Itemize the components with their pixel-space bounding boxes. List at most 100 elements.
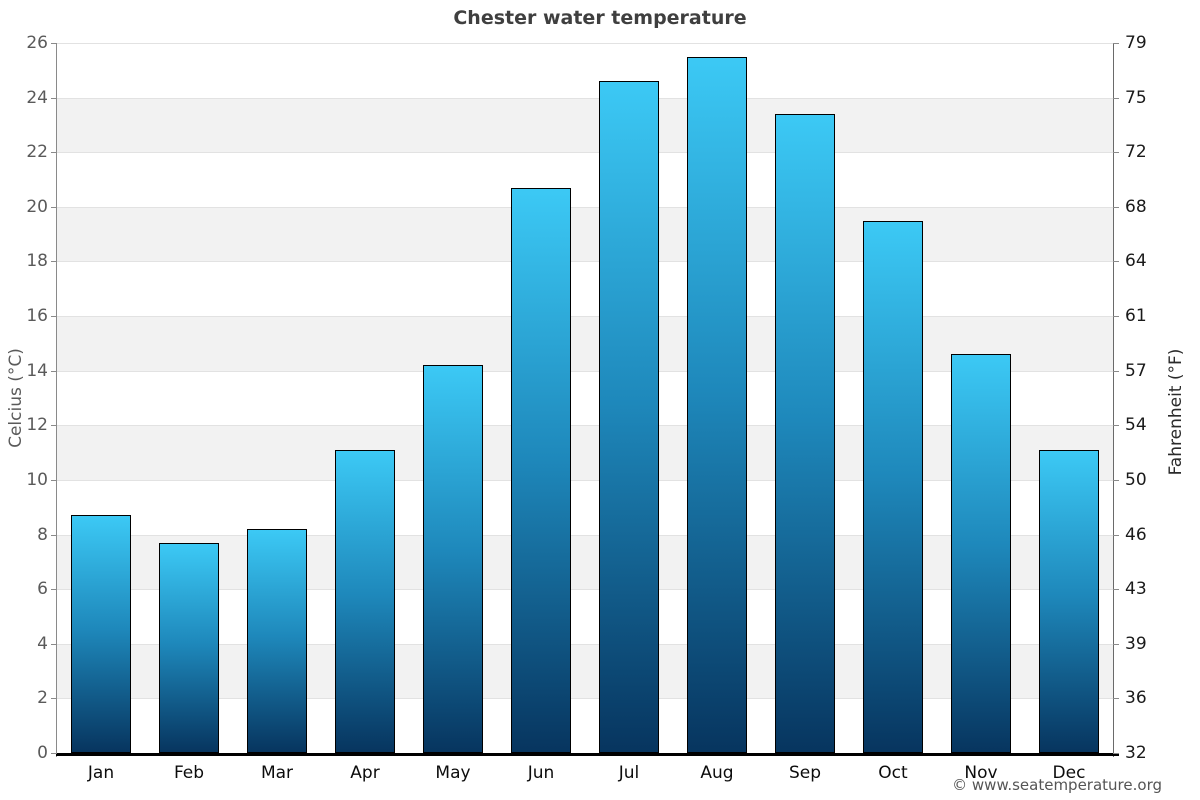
bar-jun	[511, 187, 571, 753]
ytick-celsius: 26	[26, 33, 48, 53]
ytick-fahrenheit: 79	[1125, 33, 1147, 53]
xtick-month: Sep	[788, 763, 822, 783]
xtick-month: Aug	[700, 763, 734, 783]
y-axis-line-left	[56, 43, 57, 757]
tick-mark-right	[1113, 152, 1119, 154]
ytick-celsius: 8	[37, 524, 48, 545]
gridline	[57, 698, 1113, 700]
ytick-celsius: 0	[37, 743, 48, 763]
gridline	[57, 43, 1113, 44]
bar-dec	[1039, 449, 1099, 753]
tick-mark-left	[51, 152, 57, 154]
ytick-fahrenheit: 72	[1125, 142, 1147, 163]
ytick-fahrenheit: 39	[1125, 633, 1147, 654]
xtick-month: Nov	[964, 763, 998, 783]
gridline	[57, 643, 1113, 645]
ytick-celsius: 2	[37, 688, 48, 709]
tick-mark-left	[51, 425, 57, 427]
bar-jul	[599, 81, 659, 753]
tick-mark-right	[1113, 316, 1119, 318]
gridline	[57, 425, 1113, 427]
ytick-celsius: 16	[26, 306, 48, 327]
ytick-fahrenheit: 54	[1125, 415, 1147, 436]
ytick-celsius: 14	[26, 360, 48, 381]
ytick-celsius: 10	[26, 469, 48, 490]
xtick-month: Oct	[878, 763, 908, 783]
bar-oct	[863, 220, 923, 753]
bar-nov	[951, 354, 1011, 753]
ytick-fahrenheit: 68	[1125, 196, 1147, 217]
xtick-month: Jul	[618, 763, 640, 783]
ytick-celsius: 18	[26, 251, 48, 272]
bar-sep	[775, 114, 835, 753]
bar-apr	[335, 449, 395, 753]
ytick-fahrenheit: 57	[1125, 360, 1147, 381]
xtick-month: Jun	[527, 763, 555, 783]
xtick-month: May	[435, 763, 471, 783]
tick-mark-right	[1113, 206, 1119, 208]
ytick-fahrenheit: 32	[1125, 743, 1147, 763]
tick-mark-left	[51, 698, 57, 700]
copyright-notice: © www.seatemperature.org	[952, 776, 1162, 794]
tick-mark-right	[1113, 698, 1119, 700]
tick-mark-right	[1113, 753, 1119, 754]
ytick-celsius: 6	[37, 579, 48, 600]
tick-mark-right	[1113, 97, 1119, 99]
y-axis-line-right	[1113, 43, 1114, 757]
tick-mark-left	[51, 753, 57, 754]
gridline	[57, 97, 1113, 99]
gridline	[57, 534, 1113, 536]
bar-mar	[247, 529, 307, 753]
gridline	[57, 589, 1113, 591]
ytick-fahrenheit: 36	[1125, 688, 1147, 709]
bar-jan	[71, 515, 131, 753]
tick-mark-left	[51, 589, 57, 591]
gridline	[57, 316, 1113, 318]
tick-mark-left	[51, 479, 57, 481]
ytick-fahrenheit: 61	[1125, 306, 1147, 327]
xtick-month: Apr	[350, 763, 380, 783]
tick-mark-right	[1113, 643, 1119, 645]
tick-mark-left	[51, 43, 57, 44]
tick-mark-right	[1113, 534, 1119, 536]
ytick-fahrenheit: 75	[1125, 87, 1147, 108]
tick-mark-right	[1113, 43, 1119, 44]
tick-mark-left	[51, 261, 57, 263]
chart-title: Chester water temperature	[453, 7, 747, 29]
ytick-fahrenheit: 50	[1125, 469, 1147, 490]
tick-mark-right	[1113, 425, 1119, 427]
bar-feb	[159, 542, 219, 753]
x-axis-line	[56, 753, 1119, 756]
background-stripe-band	[57, 534, 1113, 590]
ytick-fahrenheit: 64	[1125, 251, 1147, 272]
gridline	[57, 261, 1113, 263]
gridline	[57, 206, 1113, 208]
ytick-celsius: 4	[37, 633, 48, 654]
ytick-celsius: 12	[26, 415, 48, 436]
tick-mark-right	[1113, 589, 1119, 591]
gridline	[57, 152, 1113, 154]
ytick-celsius: 22	[26, 142, 48, 163]
tick-mark-right	[1113, 261, 1119, 263]
tick-mark-left	[51, 316, 57, 318]
xtick-month: Jan	[87, 763, 115, 783]
xtick-month: Mar	[260, 763, 294, 783]
plot-area	[57, 43, 1113, 753]
xtick-month: Dec	[1052, 763, 1086, 783]
background-stripe-band	[57, 316, 1113, 371]
ytick-fahrenheit: 43	[1125, 579, 1147, 600]
tick-mark-left	[51, 97, 57, 99]
gridline	[57, 370, 1113, 372]
bar-may	[423, 365, 483, 753]
xtick-month: Feb	[173, 763, 205, 783]
bar-aug	[687, 56, 747, 753]
ytick-fahrenheit: 46	[1125, 524, 1147, 545]
gridline	[57, 479, 1113, 481]
background-stripe-band	[57, 643, 1113, 699]
background-stripe-band	[57, 425, 1113, 480]
tick-mark-left	[51, 206, 57, 208]
tick-mark-left	[51, 534, 57, 536]
tick-mark-right	[1113, 370, 1119, 372]
ytick-celsius: 20	[26, 196, 48, 217]
